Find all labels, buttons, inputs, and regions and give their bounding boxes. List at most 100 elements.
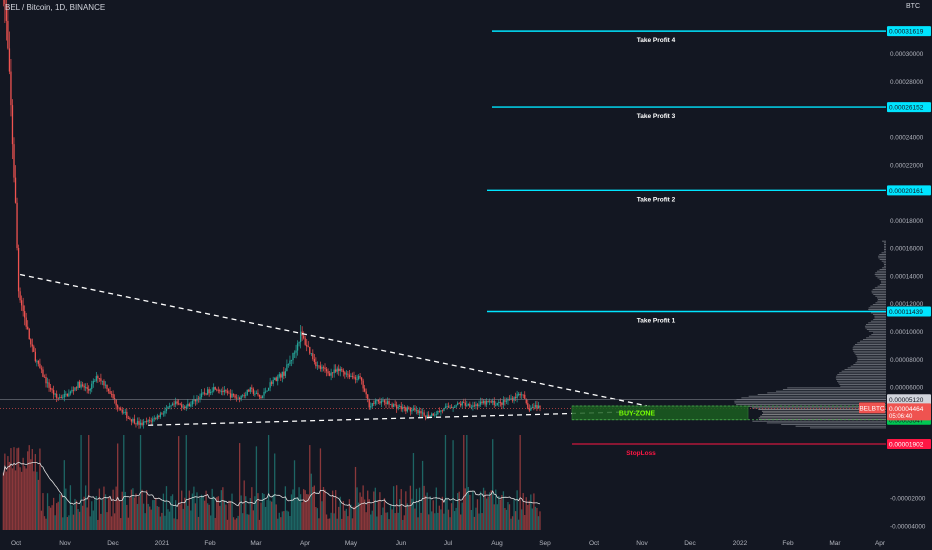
volume-bar bbox=[81, 505, 84, 530]
buy-zone-box[interactable] bbox=[571, 405, 749, 421]
volume-bar bbox=[309, 445, 311, 530]
candle-body bbox=[388, 401, 390, 405]
candle-body bbox=[487, 400, 489, 402]
volume-profile-bar bbox=[881, 252, 886, 254]
candle-body bbox=[396, 404, 398, 409]
volume-bar bbox=[536, 507, 538, 530]
volume-profile-bar bbox=[872, 289, 886, 290]
candle-body bbox=[304, 338, 306, 345]
volume-bar bbox=[498, 496, 500, 530]
candle-body bbox=[440, 410, 442, 412]
time-axis-bg bbox=[0, 536, 932, 550]
volume-bar bbox=[51, 505, 53, 530]
volume-bar bbox=[473, 516, 476, 530]
candle-body bbox=[274, 377, 276, 380]
time-tick-label: Apr bbox=[300, 540, 311, 547]
volume-bar bbox=[467, 487, 469, 530]
volume-profile-bar bbox=[762, 412, 886, 414]
candle-body bbox=[168, 405, 171, 407]
volume-bar bbox=[60, 494, 62, 530]
volume-profile-bar bbox=[795, 425, 886, 427]
candle-body bbox=[411, 409, 413, 412]
volume-bar bbox=[450, 503, 453, 530]
candle-body bbox=[11, 105, 14, 145]
volume-bar bbox=[245, 496, 247, 530]
candle-body bbox=[205, 393, 207, 395]
candle-body bbox=[345, 373, 348, 375]
candle-body bbox=[318, 365, 320, 367]
volume-profile-bar bbox=[767, 392, 886, 394]
volume-bar bbox=[142, 503, 145, 530]
candle-body bbox=[235, 397, 238, 399]
price-levels[interactable]: Take Profit 4 Take Profit 3 Take Profit 2 T… bbox=[0, 30, 886, 457]
candle-body bbox=[391, 404, 393, 408]
volume-bar bbox=[31, 449, 33, 530]
candle-body bbox=[8, 48, 11, 72]
candle-body bbox=[412, 408, 415, 410]
volume-profile-bar bbox=[879, 269, 886, 270]
volume-bar bbox=[402, 519, 404, 530]
trendlines[interactable] bbox=[19, 273, 647, 426]
candle-body bbox=[159, 413, 162, 417]
volume-bar bbox=[470, 509, 473, 530]
volume-bar bbox=[171, 494, 174, 530]
candle-body bbox=[240, 395, 242, 400]
volume-bar bbox=[132, 488, 134, 530]
take-profit-price-badge: 0.00020161 bbox=[889, 188, 924, 195]
buy-zone[interactable]: BUY-ZONE bbox=[571, 405, 886, 421]
volume-bar bbox=[100, 513, 102, 530]
dashed-trendline[interactable] bbox=[19, 273, 647, 407]
volume-bar bbox=[365, 512, 367, 530]
candle-body bbox=[255, 392, 258, 394]
candle-body bbox=[167, 406, 169, 409]
candle-body bbox=[59, 397, 61, 398]
candle-body bbox=[7, 20, 9, 49]
price-axis[interactable]: 0.000300000.000280000.000260000.00024000… bbox=[886, 0, 932, 550]
candle-body bbox=[351, 376, 354, 377]
time-tick-label: Mar bbox=[829, 540, 841, 547]
candle-body bbox=[181, 404, 183, 408]
volume-bar bbox=[507, 502, 509, 530]
volume-profile-bar bbox=[873, 332, 886, 334]
dashed-trendline[interactable] bbox=[148, 410, 647, 426]
volume-bar bbox=[452, 440, 454, 530]
candle-body bbox=[365, 391, 367, 395]
candle-body bbox=[458, 403, 460, 405]
volume-bar bbox=[306, 494, 308, 530]
volume-bar bbox=[271, 501, 273, 530]
volume-bar bbox=[174, 500, 177, 530]
volume-profile-bar bbox=[857, 342, 886, 344]
volume-profile-bar bbox=[875, 302, 886, 304]
volume-bar bbox=[348, 499, 351, 530]
volume-bar bbox=[274, 453, 276, 530]
candle-body bbox=[517, 393, 520, 395]
volume-profile-bar bbox=[879, 254, 886, 255]
volume-bar bbox=[441, 496, 444, 530]
candle-body bbox=[190, 404, 192, 407]
volume-bar bbox=[184, 497, 186, 530]
time-tick-label: Nov bbox=[636, 540, 648, 547]
time-axis[interactable]: Oct Nov Dec 2021 Feb Mar Apr May Jun Jul Aug Sep Oct… bbox=[0, 536, 932, 550]
volume-bar bbox=[277, 518, 279, 530]
volume-profile-bar bbox=[874, 317, 886, 319]
volume-profile-bar bbox=[884, 247, 886, 249]
volume-bar bbox=[191, 493, 194, 530]
candle-body bbox=[109, 391, 111, 394]
volume-bar bbox=[199, 497, 201, 530]
volume-bar bbox=[394, 513, 396, 530]
candle-body bbox=[185, 406, 187, 409]
candle-body bbox=[426, 414, 428, 419]
candle-body bbox=[132, 418, 134, 422]
volume-bar bbox=[225, 504, 227, 530]
volume-bar bbox=[528, 500, 530, 530]
volume-profile-bar bbox=[882, 267, 886, 269]
volume-bar bbox=[447, 509, 450, 530]
volume-bar bbox=[354, 466, 357, 530]
candle-body bbox=[309, 346, 311, 354]
volume-bar bbox=[27, 451, 29, 530]
volume-bar bbox=[196, 492, 198, 530]
volume-bar bbox=[437, 512, 439, 530]
volume-bar bbox=[379, 492, 381, 530]
volume-bar bbox=[243, 480, 245, 530]
